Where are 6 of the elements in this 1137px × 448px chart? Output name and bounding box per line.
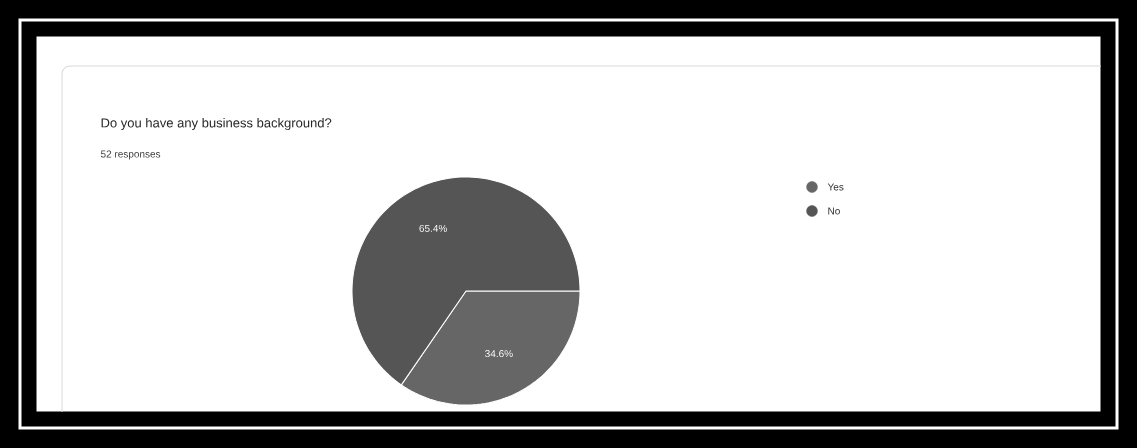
data-label: 65.4% <box>419 224 447 232</box>
text: 52 responses <box>100 150 161 160</box>
legend-label: No <box>828 207 840 215</box>
data-label: 34.6% <box>485 350 513 358</box>
text: Do you have any business background? <box>101 117 332 131</box>
legend-label: Yes <box>827 183 844 191</box>
